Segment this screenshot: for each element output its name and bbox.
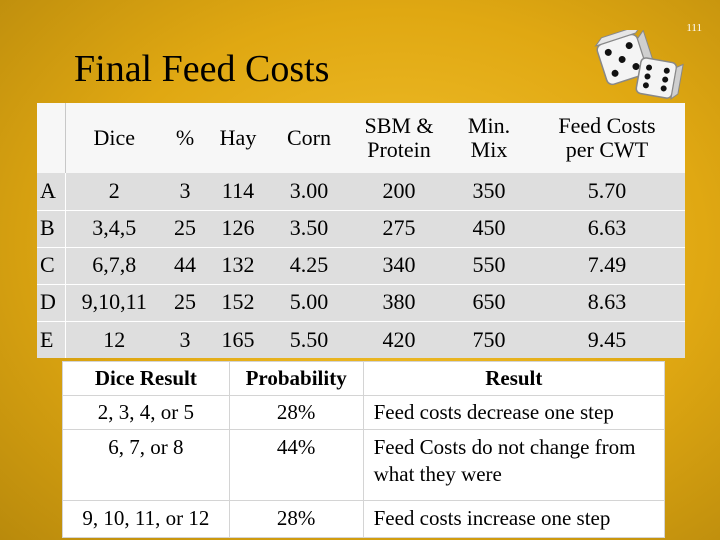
- table-row: D 9,10,11 25 152 5.00 380 650 8.63: [37, 283, 685, 321]
- cell-hay: 152: [207, 283, 269, 321]
- row-label: D: [37, 283, 66, 321]
- row-label: C: [37, 246, 66, 284]
- dice-result-table: Dice Result Probability Result 2, 3, 4, …: [62, 361, 666, 538]
- header-corn: Corn: [287, 124, 331, 150]
- cell-corn: 4.25: [269, 246, 349, 284]
- cell-corn: 5.50: [269, 320, 349, 358]
- table-row: C 6,7,8 44 132 4.25 340 550 7.49: [37, 246, 685, 284]
- table-row: A 2 3 114 3.00 200 350 5.70: [37, 173, 685, 210]
- cell-feed-cost: 5.70: [587, 178, 627, 204]
- cell-result: Feed costs increase one step: [362, 500, 666, 538]
- cell-sbm: 275: [349, 209, 449, 247]
- feed-cost-table: Dice % Hay Corn SBM & Protein Min. Mix F…: [37, 103, 685, 358]
- cell-percent: 25: [163, 283, 207, 321]
- cell-dice-result: 6, 7, or 8: [62, 429, 230, 501]
- cell-dice: 2: [108, 178, 120, 204]
- feed-table-header-row: Dice % Hay Corn SBM & Protein Min. Mix F…: [37, 103, 685, 173]
- header-result: Result: [362, 361, 666, 396]
- table-row: 6, 7, or 8 44% Feed Costs do not change …: [62, 429, 666, 501]
- cell-min-mix: 550: [449, 246, 529, 284]
- header-dice: Dice: [93, 124, 136, 150]
- cell-probability: 44%: [228, 429, 364, 501]
- table-row: 9, 10, 11, or 12 28% Feed costs increase…: [62, 500, 666, 538]
- cell-dice: 6,7,8: [65, 246, 163, 284]
- cell-corn: 5.00: [269, 283, 349, 321]
- header-probability: Probability: [228, 361, 364, 396]
- cell-probability: 28%: [228, 395, 364, 430]
- header-dice-result: Dice Result: [62, 361, 230, 396]
- cell-feed-cost: 8.63: [529, 283, 685, 321]
- cell-min-mix: 650: [449, 283, 529, 321]
- table-row: 2, 3, 4, or 5 28% Feed costs decrease on…: [62, 395, 666, 430]
- cell-sbm: 200: [382, 178, 416, 204]
- row-label: A: [37, 173, 66, 210]
- header-min-mix: Min. Mix: [467, 112, 511, 162]
- cell-hay: 165: [207, 320, 269, 358]
- cell-feed-cost: 6.63: [529, 209, 685, 247]
- header-feed-costs: Feed Costs per CWT: [558, 112, 656, 162]
- cell-corn: 3.50: [269, 209, 349, 247]
- cell-corn: 3.00: [289, 178, 329, 204]
- cell-dice-result: 9, 10, 11, or 12: [62, 500, 230, 538]
- header-percent: %: [175, 124, 195, 150]
- cell-hay: 126: [207, 209, 269, 247]
- cell-hay: 114: [221, 178, 255, 204]
- cell-probability: 28%: [228, 500, 364, 538]
- slide-title: Final Feed Costs: [74, 48, 330, 90]
- header-sbm-protein: SBM & Protein: [364, 112, 434, 162]
- cell-feed-cost: 9.45: [529, 320, 685, 358]
- header-blank: [37, 103, 66, 173]
- cell-result: Feed costs decrease one step: [362, 395, 666, 430]
- cell-percent: 3: [163, 320, 207, 358]
- cell-hay: 132: [207, 246, 269, 284]
- cell-dice: 12: [65, 320, 163, 358]
- cell-percent: 3: [179, 178, 191, 204]
- cell-dice-result: 2, 3, 4, or 5: [62, 395, 230, 430]
- table-row: E 12 3 165 5.50 420 750 9.45: [37, 320, 685, 358]
- cell-result: Feed Costs do not change from what they …: [362, 429, 666, 501]
- header-hay: Hay: [219, 124, 257, 150]
- cell-min-mix: 350: [472, 178, 506, 204]
- cell-dice: 3,4,5: [65, 209, 163, 247]
- row-label: E: [37, 320, 66, 358]
- cell-sbm: 380: [349, 283, 449, 321]
- page-number: 111: [686, 22, 702, 34]
- cell-min-mix: 450: [449, 209, 529, 247]
- cell-dice: 9,10,11: [65, 283, 163, 321]
- cell-percent: 44: [163, 246, 207, 284]
- cell-sbm: 340: [349, 246, 449, 284]
- cell-sbm: 420: [349, 320, 449, 358]
- result-table-header-row: Dice Result Probability Result: [62, 361, 666, 396]
- row-label: B: [37, 209, 66, 247]
- cell-min-mix: 750: [449, 320, 529, 358]
- cell-percent: 25: [163, 209, 207, 247]
- dice-icon: [594, 30, 684, 100]
- table-row: B 3,4,5 25 126 3.50 275 450 6.63: [37, 209, 685, 247]
- cell-feed-cost: 7.49: [529, 246, 685, 284]
